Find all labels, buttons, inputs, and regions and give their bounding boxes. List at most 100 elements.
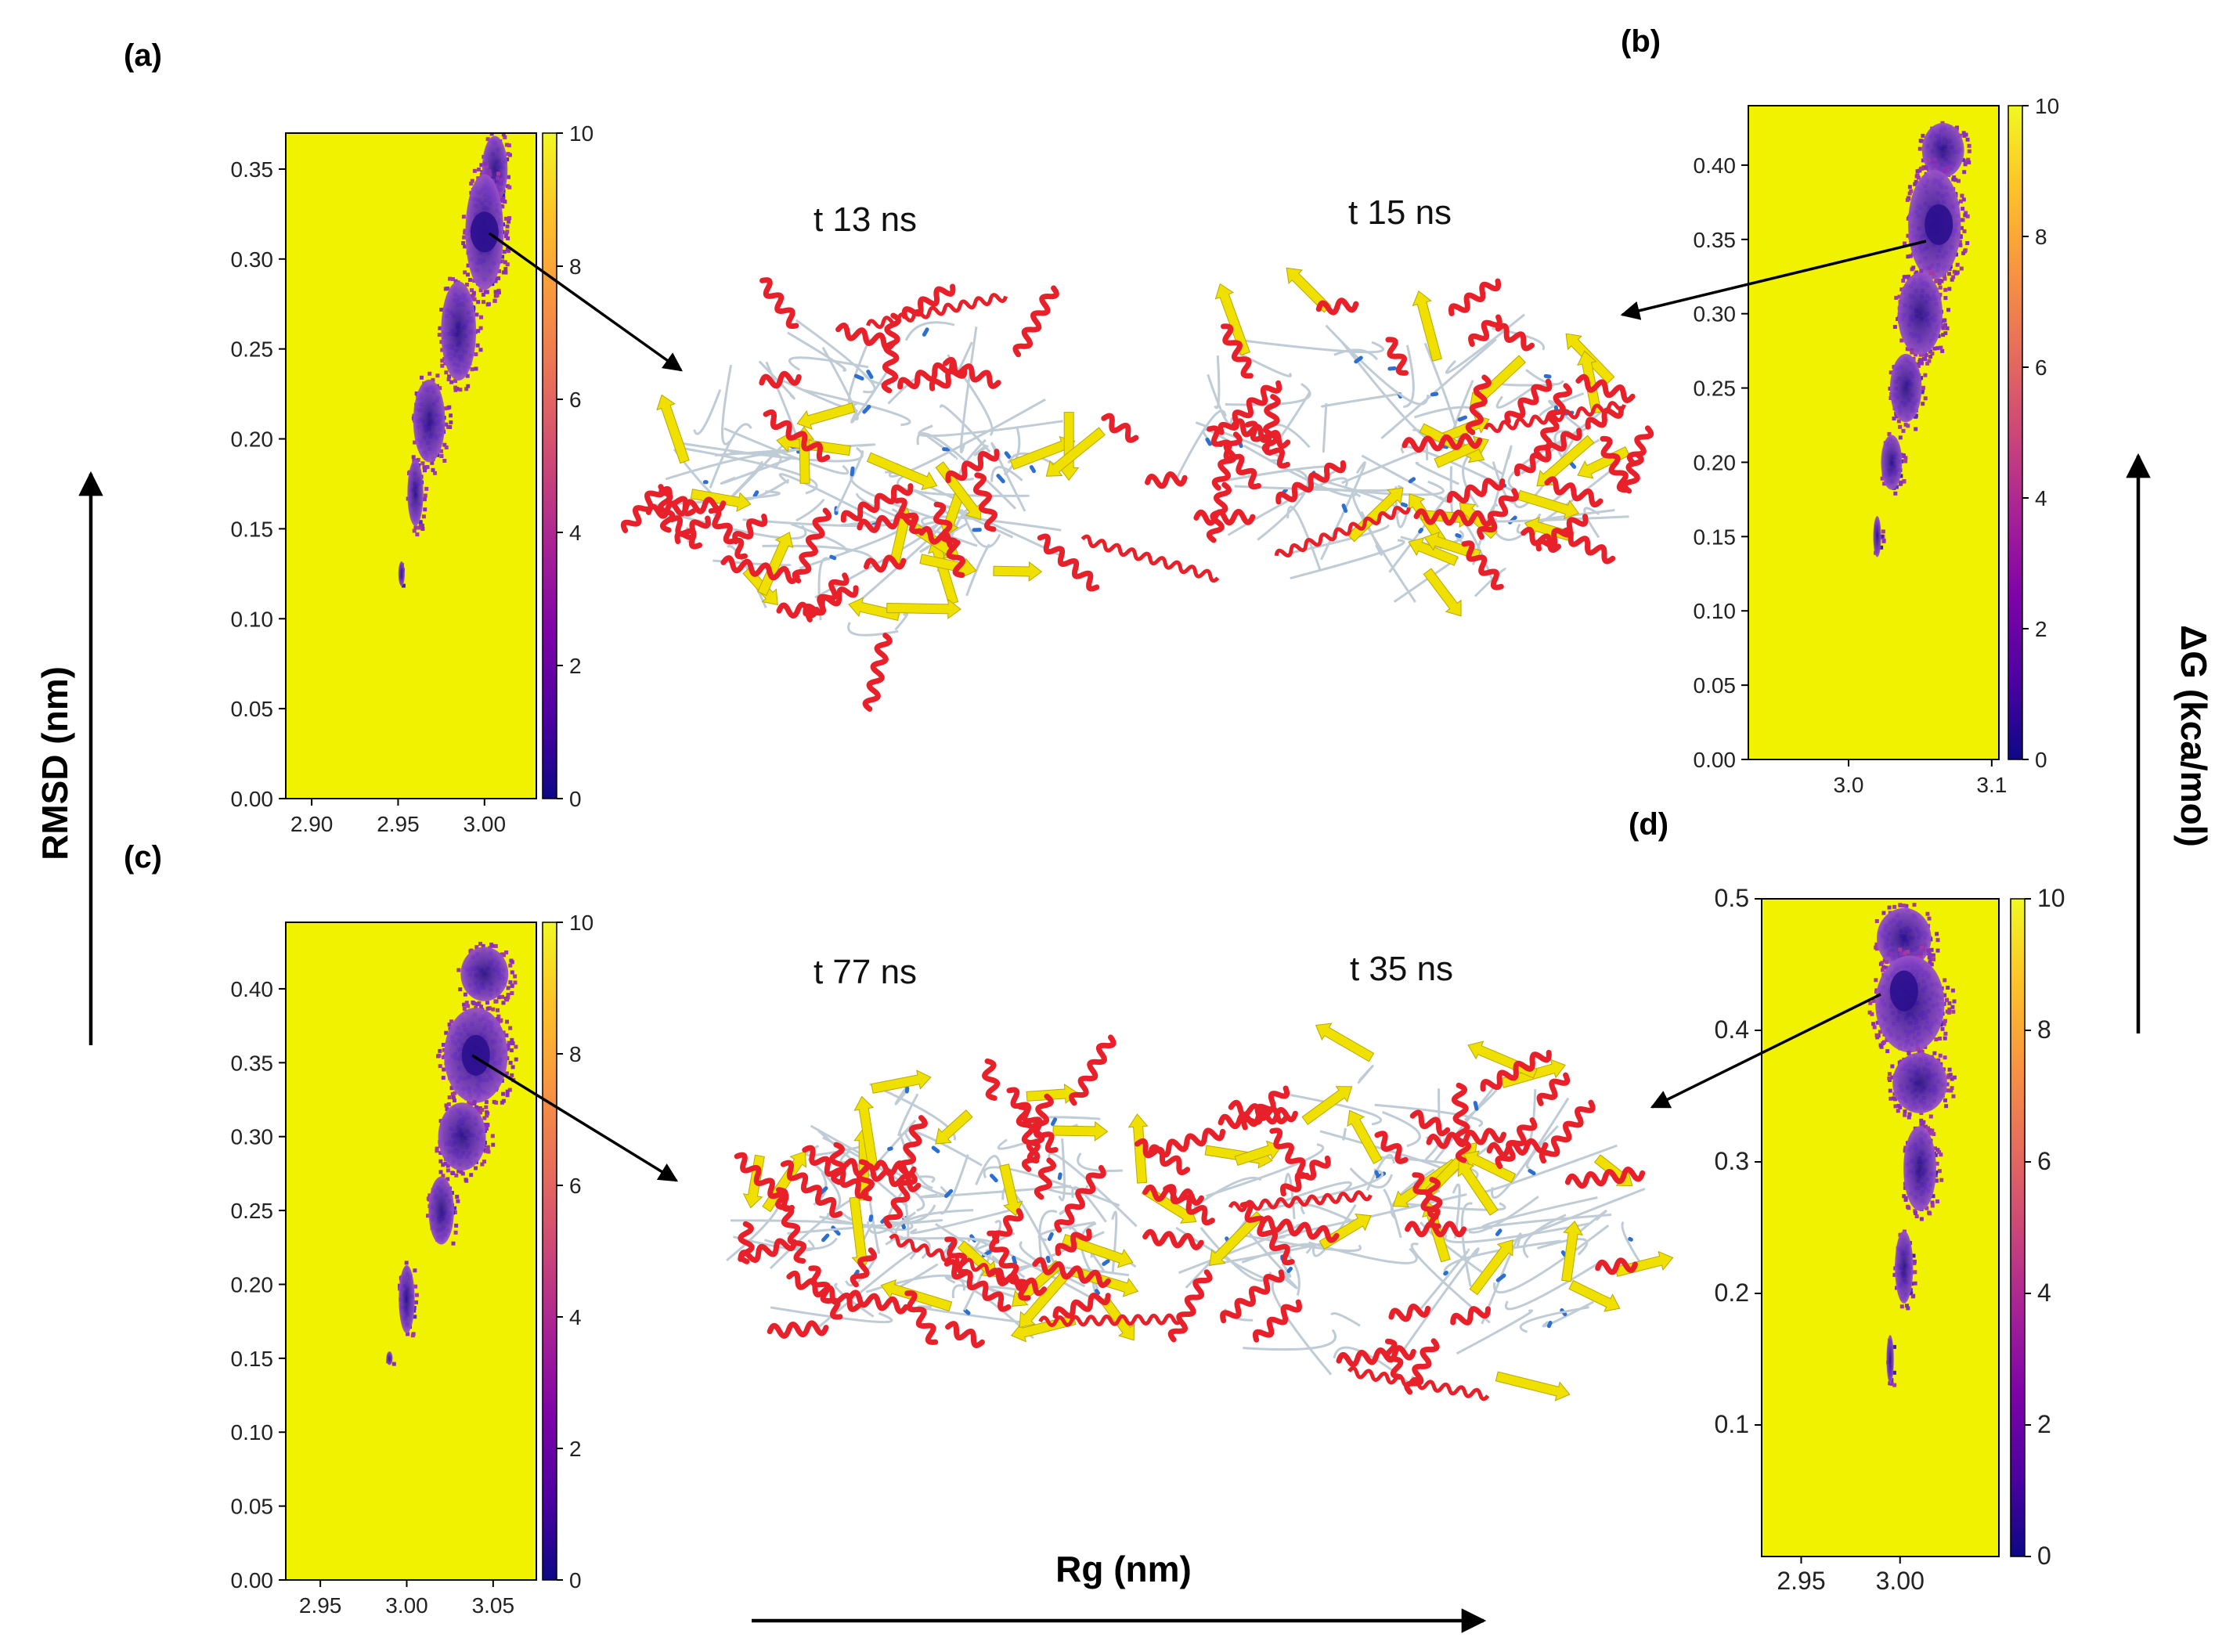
turn bbox=[1004, 451, 1012, 460]
density-cell bbox=[485, 137, 490, 142]
coil bbox=[730, 1219, 896, 1246]
alpha-helix bbox=[708, 507, 748, 560]
y-tick-label: 0.00 bbox=[1694, 748, 1737, 772]
density-cell bbox=[415, 532, 420, 537]
density-cell bbox=[401, 583, 406, 588]
density-cell bbox=[505, 262, 510, 267]
y-tick-label: 0.10 bbox=[231, 607, 274, 631]
density-cell bbox=[1880, 961, 1885, 965]
density-cell bbox=[470, 288, 474, 293]
density-cell bbox=[1907, 1051, 1911, 1055]
beta-sheet bbox=[1469, 1239, 1513, 1296]
density-cell bbox=[441, 1163, 446, 1167]
density-cell bbox=[1892, 904, 1897, 909]
alpha-helix bbox=[897, 362, 955, 390]
density-cell bbox=[1943, 318, 1947, 323]
beta-sheet bbox=[1045, 427, 1106, 477]
y-tick-label: 0.25 bbox=[231, 1199, 274, 1223]
density-cell bbox=[1940, 1026, 1945, 1031]
coil bbox=[1285, 1252, 1300, 1296]
density-region bbox=[386, 941, 518, 1366]
density-cell bbox=[482, 1160, 486, 1163]
beta-sheet bbox=[1214, 283, 1250, 356]
coil bbox=[770, 1306, 893, 1324]
colorbar bbox=[2008, 105, 2023, 760]
density-cell bbox=[1946, 308, 1950, 312]
turn bbox=[1495, 1273, 1506, 1282]
density-cell bbox=[1932, 346, 1937, 351]
density-cell bbox=[1927, 916, 1932, 921]
density-cell bbox=[1946, 165, 1951, 169]
x-tick-label: 3.05 bbox=[472, 1593, 515, 1618]
turn bbox=[1408, 477, 1416, 484]
density-cell bbox=[1870, 1012, 1874, 1016]
alpha-helix bbox=[720, 555, 800, 584]
density-cell bbox=[1881, 529, 1885, 534]
alpha-helix bbox=[759, 277, 799, 330]
density-cell bbox=[514, 1057, 518, 1062]
coil bbox=[1456, 1309, 1534, 1355]
density-cell bbox=[413, 440, 417, 445]
coil bbox=[869, 1083, 956, 1141]
density-cell bbox=[503, 234, 508, 239]
density-cell bbox=[1896, 1103, 1901, 1108]
beta-sheet bbox=[1412, 290, 1442, 362]
turn bbox=[1430, 391, 1439, 397]
density-cell bbox=[477, 168, 481, 171]
density-cell bbox=[1912, 1259, 1917, 1264]
density-cell bbox=[426, 1196, 431, 1201]
density-cell bbox=[1932, 164, 1937, 168]
alpha-helix bbox=[732, 514, 768, 545]
density-cell bbox=[1906, 233, 1910, 238]
density-cell bbox=[1964, 211, 1968, 215]
density-cell bbox=[505, 1093, 510, 1098]
coil bbox=[778, 473, 883, 523]
density-cell bbox=[1892, 1344, 1896, 1349]
coil bbox=[894, 611, 909, 631]
turn bbox=[944, 1189, 954, 1199]
coil bbox=[867, 1211, 917, 1235]
coil bbox=[1330, 1312, 1361, 1327]
turn bbox=[866, 370, 874, 379]
density-cell bbox=[1962, 229, 1967, 233]
colorbar-tick-label: 10 bbox=[2037, 884, 2065, 912]
density-cell bbox=[476, 329, 481, 334]
alpha-helix bbox=[1388, 1304, 1431, 1322]
density-cell bbox=[1947, 1007, 1952, 1012]
density-cell bbox=[483, 1149, 488, 1153]
density-cell bbox=[465, 373, 470, 378]
density-cell bbox=[513, 980, 518, 985]
colorbar-tick-label: 10 bbox=[569, 911, 593, 935]
beta-sheet bbox=[1495, 1371, 1571, 1401]
y-tick-label: 0.15 bbox=[231, 517, 274, 541]
density-cell bbox=[1943, 287, 1948, 292]
density-cell bbox=[1903, 951, 1907, 956]
density-cell bbox=[1946, 986, 1950, 990]
free-energy-minimum bbox=[1889, 970, 1918, 1012]
beta-sheet bbox=[1127, 1113, 1149, 1184]
density-cell bbox=[420, 461, 425, 466]
density-cell bbox=[503, 267, 508, 271]
colorbar-tick-label: 2 bbox=[569, 1437, 582, 1461]
colorbar-tick-label: 6 bbox=[2037, 1147, 2051, 1175]
coil bbox=[815, 1250, 917, 1331]
density-cell bbox=[1896, 317, 1899, 321]
density-cell bbox=[1935, 932, 1939, 936]
turn bbox=[1205, 437, 1212, 446]
density-cell bbox=[471, 290, 476, 295]
density-cell bbox=[410, 1333, 415, 1338]
density-cell bbox=[421, 514, 426, 519]
density-cell bbox=[422, 465, 427, 470]
density-cell bbox=[1927, 949, 1932, 954]
coil bbox=[919, 522, 968, 553]
beta-sheet bbox=[1568, 1279, 1621, 1312]
density-cell bbox=[1902, 904, 1907, 908]
density-core bbox=[1881, 435, 1903, 490]
coil bbox=[922, 432, 958, 460]
density-cell bbox=[1914, 352, 1918, 357]
density-cell bbox=[420, 527, 425, 531]
density-cell bbox=[484, 164, 489, 168]
density-cell bbox=[1904, 904, 1909, 908]
density-cell bbox=[437, 333, 442, 337]
density-cell bbox=[1917, 146, 1922, 151]
